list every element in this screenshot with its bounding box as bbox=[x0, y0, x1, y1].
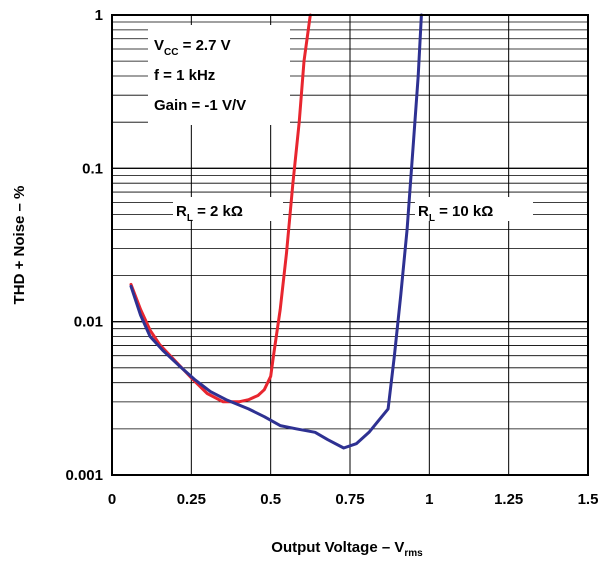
x-tick-label: 0 bbox=[108, 491, 116, 508]
y-tick-label: 0.001 bbox=[65, 467, 103, 484]
x-tick-label: 1.5 bbox=[578, 491, 599, 508]
x-axis-label-main: Output Voltage – V bbox=[271, 539, 404, 556]
label-2k-main: R bbox=[176, 203, 187, 220]
x-axis-label: Output Voltage – Vrms bbox=[271, 539, 423, 559]
label-2k-rest: = 2 kΩ bbox=[193, 203, 243, 220]
vcc-rest: = 2.7 V bbox=[178, 37, 230, 54]
x-tick-label: 0.75 bbox=[335, 491, 364, 508]
condition-gain: Gain = -1 V/V bbox=[154, 97, 246, 114]
vcc-sub: CC bbox=[164, 47, 178, 58]
conditions-box bbox=[148, 25, 290, 125]
y-axis-label: THD + Noise – % bbox=[11, 186, 28, 305]
x-tick-labels: 0 0.25 0.5 0.75 1 1.25 1.5 bbox=[108, 491, 599, 508]
x-tick-label: 1.25 bbox=[494, 491, 523, 508]
series-group bbox=[129, 13, 423, 450]
series-line-2k bbox=[129, 13, 312, 404]
x-axis-label-sub: rms bbox=[404, 548, 423, 559]
label-2k-sub: L bbox=[187, 213, 193, 224]
vcc-main: V bbox=[154, 37, 164, 54]
x-tick-label: 1 bbox=[425, 491, 433, 508]
label-10k-sub: L bbox=[429, 213, 435, 224]
series-label-10k-bg bbox=[415, 197, 533, 221]
y-tick-label: 1 bbox=[95, 7, 103, 24]
plot-frame bbox=[111, 14, 589, 476]
condition-vcc: VCC = 2.7 V bbox=[154, 37, 231, 58]
series-line-10k bbox=[129, 13, 423, 450]
x-tick-label: 0.25 bbox=[177, 491, 206, 508]
y-tick-label: 0.1 bbox=[82, 160, 103, 177]
y-tick-labels: 0.001 0.01 0.1 1 bbox=[65, 7, 103, 484]
series-label-10k: RL = 10 kΩ bbox=[418, 203, 493, 224]
series-label-2k: RL = 2 kΩ bbox=[176, 203, 243, 224]
label-10k-rest: = 10 kΩ bbox=[435, 203, 493, 220]
y-tick-label: 0.01 bbox=[74, 314, 103, 331]
x-tick-label: 0.5 bbox=[260, 491, 281, 508]
condition-freq: f = 1 kHz bbox=[154, 67, 215, 84]
series-label-2k-bg bbox=[173, 197, 283, 221]
label-10k-main: R bbox=[418, 203, 429, 220]
